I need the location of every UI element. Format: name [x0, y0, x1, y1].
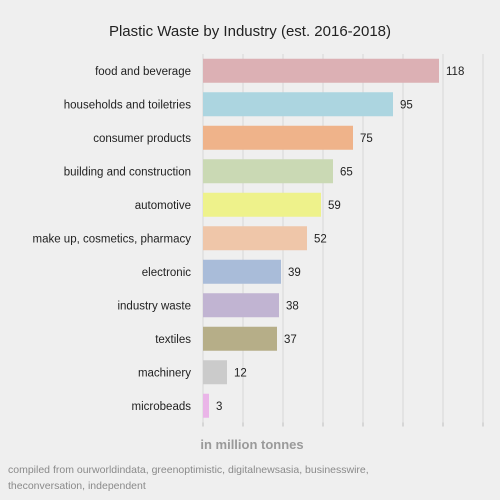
bar: [203, 293, 279, 318]
category-label: consumer products: [93, 133, 191, 145]
data-label: 52: [314, 233, 327, 245]
bar: [203, 226, 307, 251]
category-label: building and construction: [64, 166, 191, 178]
category-label: food and beverage: [95, 66, 191, 78]
category-label: make up, cosmetics, pharmacy: [32, 233, 191, 245]
data-label: 37: [284, 334, 297, 346]
bar: [203, 92, 393, 117]
data-label: 38: [286, 300, 299, 312]
bar: [203, 125, 353, 150]
data-label: 3: [216, 401, 222, 413]
bars: food and beverage 118 households and toile…: [32, 58, 464, 418]
bar: [203, 393, 209, 418]
data-label: 59: [328, 200, 341, 212]
bar: [203, 192, 321, 217]
x-axis-label: in million tonnes: [200, 437, 303, 452]
category-label: industry waste: [117, 300, 191, 312]
category-label: households and toiletries: [64, 99, 191, 111]
category-label: automotive: [135, 200, 191, 212]
bar: [203, 326, 277, 351]
bar: [203, 58, 439, 83]
data-label: 65: [340, 166, 353, 178]
data-label: 12: [234, 367, 247, 379]
bar: [203, 360, 227, 385]
category-label: microbeads: [132, 401, 192, 413]
source-note: compiled from ourworldindata, greenoptim…: [8, 464, 369, 492]
bar: [203, 259, 281, 284]
data-label: 118: [446, 66, 464, 78]
data-label: 39: [288, 267, 301, 279]
category-label: textiles: [155, 334, 191, 346]
bar: [203, 159, 333, 184]
chart-title: Plastic Waste by Industry (est. 2016-201…: [109, 23, 391, 40]
category-label: electronic: [142, 267, 191, 279]
category-label: machinery: [138, 367, 191, 379]
data-label: 75: [360, 133, 373, 145]
data-label: 95: [400, 99, 413, 111]
